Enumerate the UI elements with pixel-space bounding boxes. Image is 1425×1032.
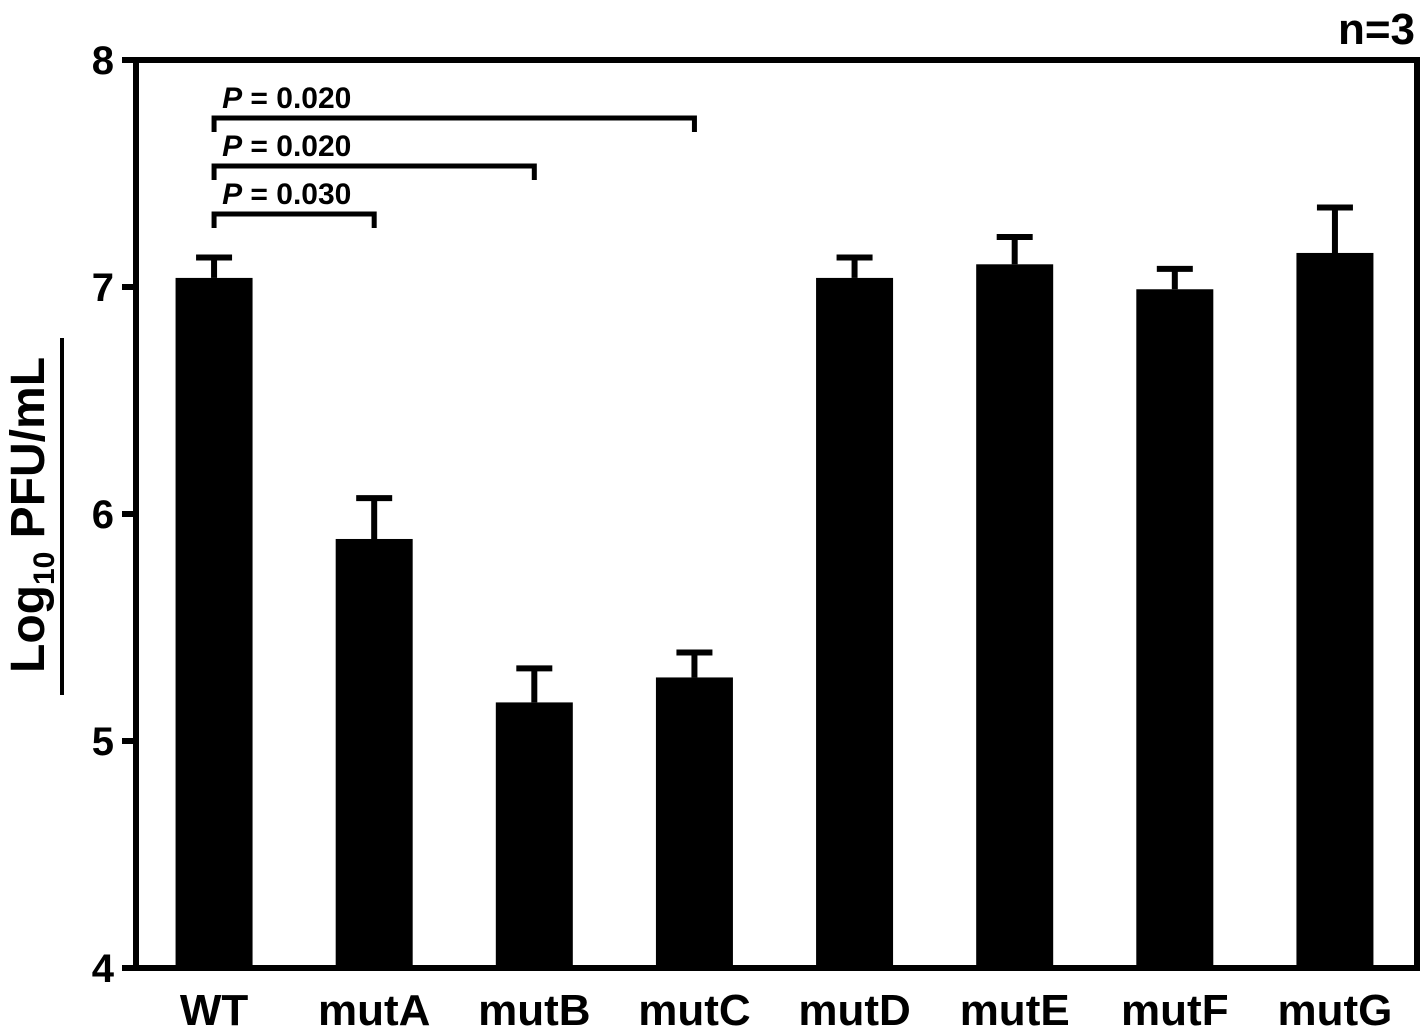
bar-mutc [655, 677, 733, 968]
p-value-label: P = 0.030 [222, 178, 351, 211]
error-bar-wt [196, 254, 233, 278]
bar-mute [976, 264, 1054, 968]
y-ticks-layer: 4 5 6 7 8 [92, 39, 136, 991]
significance-bracket-wt-muta: P = 0.030 [211, 178, 377, 228]
x-tick-label-mutb: mutB [478, 986, 590, 1032]
p-value-label: P = 0.020 [222, 130, 351, 163]
y-axis-label: Log10 PFU/mL [2, 357, 61, 673]
sample-size-annotation: n=3 [1338, 5, 1415, 54]
significance-layer: P = 0.020 P = 0.020 P = 0.030 [211, 82, 697, 228]
y-tick-4: 4 [92, 947, 136, 991]
bars-layer [175, 252, 1374, 968]
significance-bracket-wt-mutb: P = 0.020 [211, 130, 537, 180]
y-tick-label-5: 5 [92, 720, 114, 764]
y-tick-label-6: 6 [92, 493, 114, 537]
y-tick-7: 7 [92, 266, 136, 310]
bar-mutb [495, 702, 573, 968]
y-tick-8: 8 [92, 39, 136, 83]
x-categories-layer: WT mutA mutB mutC mutD mutE mutF mutG [180, 986, 1393, 1032]
error-bars-layer [196, 204, 1353, 703]
x-tick-label-mutf: mutF [1121, 986, 1229, 1032]
error-bar-mutc [676, 649, 713, 678]
bar-mutd [816, 277, 894, 968]
x-tick-label-mutg: mutG [1277, 986, 1392, 1032]
error-bar-mutb [516, 665, 553, 703]
y-axis-label-main: Log [2, 585, 55, 673]
y-tick-label-8: 8 [92, 39, 114, 83]
bar-wt [175, 277, 253, 968]
plot-frame [133, 57, 1420, 971]
x-tick-label-wt: WT [180, 986, 249, 1032]
bar-muta [335, 538, 413, 968]
x-tick-label-mutd: mutD [798, 986, 910, 1032]
p-value-label: P = 0.020 [222, 82, 351, 115]
y-axis-label-subscript: 10 [28, 552, 61, 585]
error-bar-mutg [1316, 204, 1353, 253]
y-tick-5: 5 [92, 720, 136, 764]
x-tick-label-mutc: mutC [638, 986, 750, 1032]
error-bar-mutf [1156, 265, 1193, 290]
x-tick-label-mute: mutE [960, 986, 1070, 1032]
error-bar-mutd [836, 254, 873, 278]
y-tick-label-7: 7 [92, 266, 114, 310]
y-axis-label-rest: PFU/mL [2, 357, 55, 552]
error-bar-mute [996, 234, 1033, 265]
svg-text:Log10 PFU/mL: Log10 PFU/mL [2, 357, 61, 673]
error-bar-muta [356, 495, 393, 539]
x-tick-label-muta: mutA [318, 986, 430, 1032]
bar-mutg [1296, 252, 1374, 968]
y-tick-6: 6 [92, 493, 136, 537]
bar-mutf [1136, 289, 1214, 968]
significance-bracket-wt-mutc: P = 0.020 [211, 82, 697, 132]
y-tick-label-4: 4 [92, 947, 115, 991]
